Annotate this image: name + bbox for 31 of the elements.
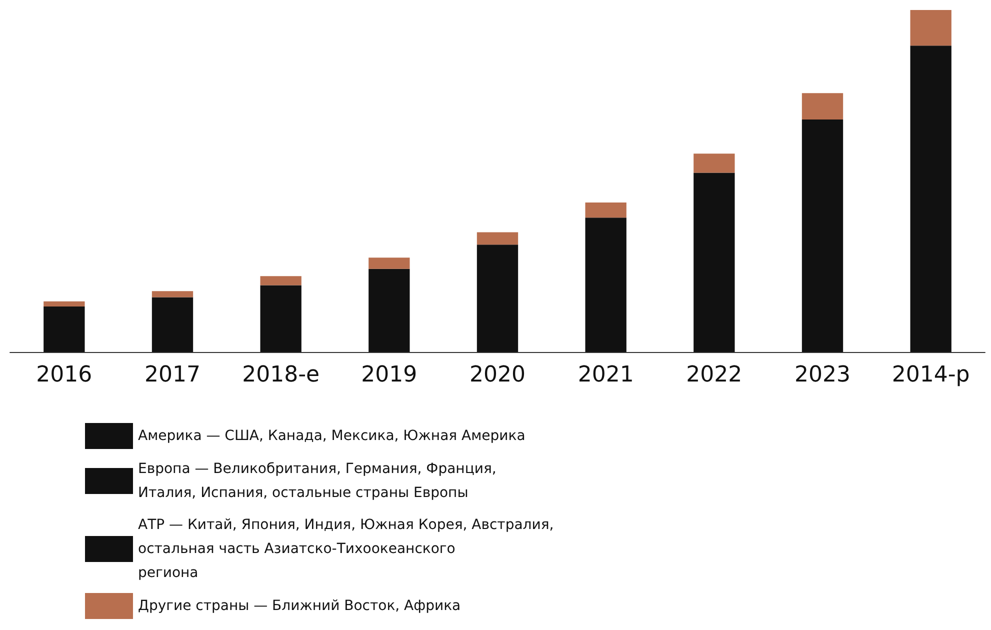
x-tick-label: 2022 xyxy=(686,362,742,388)
bar xyxy=(44,301,85,307)
bar xyxy=(152,291,194,298)
legend-label: Европа — Великобритания, Германия, Франция, Италия, Испания, остальные страны Европы xyxy=(138,461,501,501)
legend-label: Америка — США, Канада, Мексика, Южная Америка xyxy=(138,428,526,444)
legend-label: Другие страны — Ближний Восток, Африка xyxy=(138,598,461,614)
bar xyxy=(368,268,410,352)
x-tick-label: 2023 xyxy=(794,362,850,388)
x-tick-label: 2017 xyxy=(144,362,200,388)
x-tick-label: 2020 xyxy=(470,362,526,388)
bar xyxy=(44,306,85,352)
bar xyxy=(694,154,735,173)
bar xyxy=(152,297,194,352)
bar xyxy=(694,172,735,352)
bar xyxy=(585,218,626,352)
bar xyxy=(802,93,844,120)
legend-label: АТР — Китай, Япония, Индия, Южная Корея, Австралия, остальная часть Азиатско-Тихоокеанского региона xyxy=(138,517,558,581)
bar xyxy=(368,258,410,269)
bar xyxy=(260,285,302,352)
bar xyxy=(476,232,518,245)
x-tick-label: 2021 xyxy=(578,362,634,388)
bar xyxy=(910,10,952,46)
bar xyxy=(585,202,626,218)
bar xyxy=(802,119,844,352)
bar xyxy=(910,46,952,352)
x-tick-label: 2018-e xyxy=(242,362,320,388)
x-tick-label: 2019 xyxy=(361,362,418,388)
x-tick-label: 2016 xyxy=(36,362,92,388)
bar xyxy=(260,276,302,286)
x-tick-label: 2014-p xyxy=(892,362,970,388)
bar xyxy=(476,244,518,352)
